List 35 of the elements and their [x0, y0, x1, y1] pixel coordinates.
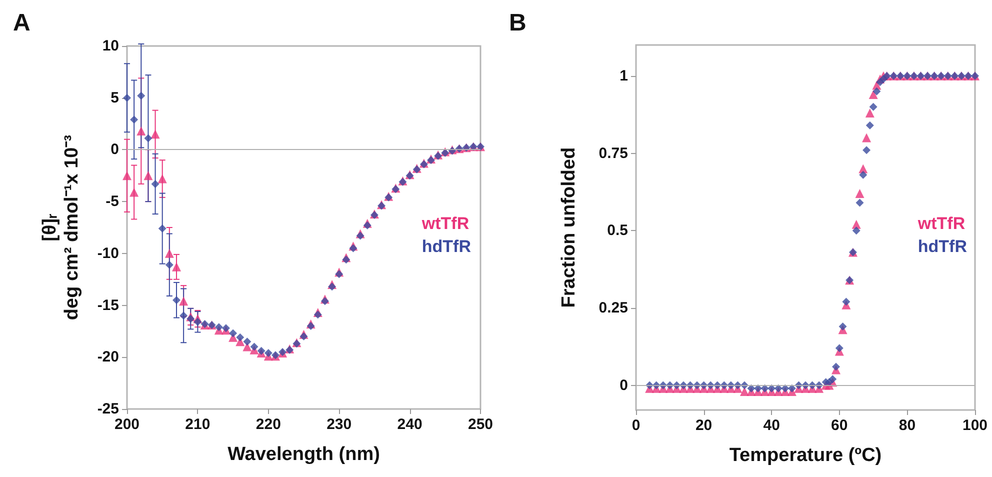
y-tick-label: 5	[110, 89, 119, 106]
chart-title: A	[13, 10, 30, 36]
y-tick-label: 0	[620, 376, 628, 394]
x-tick-label: 60	[831, 417, 848, 434]
y-axis-title: [θ]ᵣ deg cm² dmol⁻¹x 10⁻³	[40, 134, 82, 320]
y-tick-label: 0.25	[598, 299, 628, 316]
y-tick-label: -10	[97, 244, 119, 262]
series-label: wtTfR	[420, 214, 470, 233]
text: hdTfR	[422, 237, 472, 256]
y-tick-label: -15	[97, 296, 119, 314]
y-tick-label: 0	[110, 141, 119, 158]
text: wtTfR	[916, 214, 966, 233]
x-tick-label: 230	[326, 416, 352, 433]
x-tick-label: 220	[256, 416, 281, 433]
y-axis-title: Fraction unfolded	[558, 147, 580, 308]
x-axis-title: Temperature (ºC)	[729, 445, 882, 466]
x-tick-label: 20	[695, 417, 712, 434]
y-tick-label: 1	[620, 67, 628, 84]
x-tick-label: 0	[632, 417, 640, 434]
y-tick-label: -25	[97, 400, 119, 418]
x-tick-label: 80	[898, 417, 916, 434]
x-axis-title: Wavelength (nm)	[228, 444, 380, 465]
x-tick-label: 200	[114, 416, 140, 433]
x-tick-label: 250	[468, 416, 493, 433]
x-tick-label: 100	[962, 417, 988, 434]
y-tick-label: -20	[97, 348, 119, 366]
chart-title: B	[509, 10, 526, 36]
x-tick-label: 210	[185, 416, 210, 433]
y-tick-label: -5	[106, 193, 119, 210]
y-tick-label: 10	[102, 38, 119, 54]
x-tick-label: 40	[763, 417, 780, 434]
x-tick-label: 240	[397, 416, 422, 433]
y-tick-label: 0.5	[607, 222, 628, 240]
y-tick-label: 0.75	[598, 144, 628, 162]
text: hdTfR	[918, 237, 968, 256]
